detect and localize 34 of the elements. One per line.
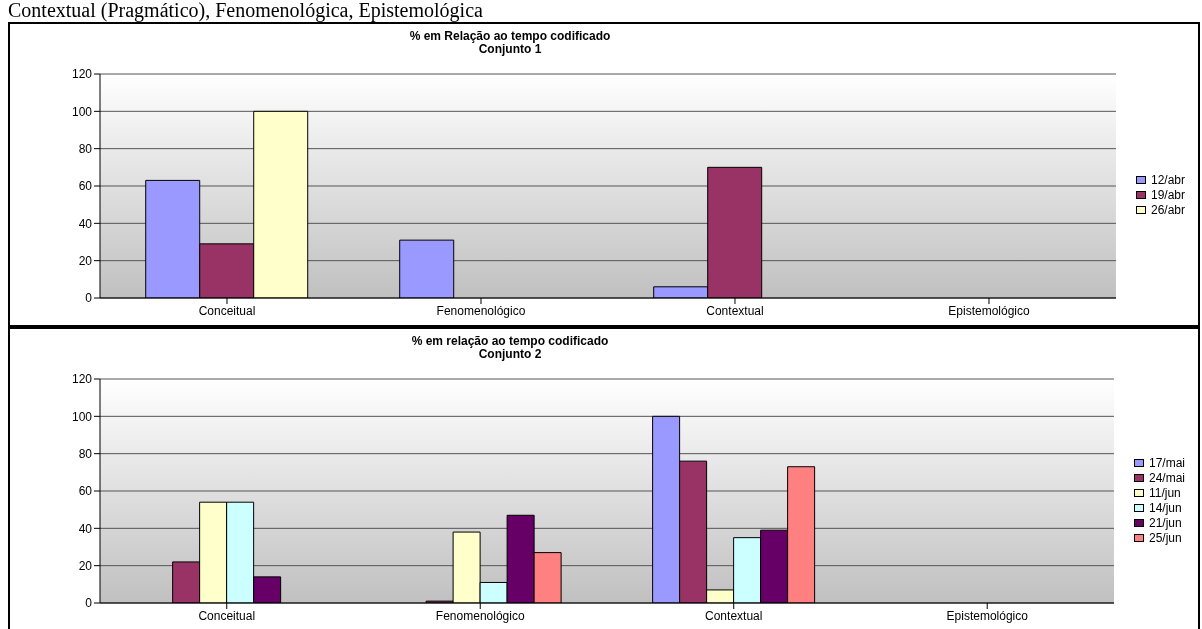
x-tick-label: Conceitual <box>198 303 256 318</box>
chart-title: % em Relação ao tempo codificado Conjunto 1 <box>408 29 612 56</box>
y-tick-label: 40 <box>78 216 93 231</box>
y-tick-label: 60 <box>78 484 93 499</box>
x-tick-label: Contextual <box>706 303 764 318</box>
legend-label: 19/abr <box>1150 188 1185 202</box>
legend-label: 17/mai <box>1148 455 1185 470</box>
x-tick-label: Epistemológico <box>948 303 1030 318</box>
chart-title: % em relação ao tempo codificado Conjunto 2 <box>410 334 610 361</box>
y-tick-label: 80 <box>78 446 93 461</box>
y-tick-label: 120 <box>71 67 93 82</box>
y-tick-label: 20 <box>78 253 93 268</box>
y-tick-label: 0 <box>85 291 93 306</box>
y-tick-label: 60 <box>78 179 93 194</box>
y-tick-label: 40 <box>78 521 93 536</box>
legend-label: 25/jun <box>1148 530 1182 545</box>
x-tick-label: Contextual <box>705 608 763 623</box>
legend-label: 12/abr <box>1150 173 1185 187</box>
text: Contextual (Pragmático), Fenomenológica, Epistemológica <box>8 0 484 22</box>
legend-label: 14/jun <box>1148 500 1182 515</box>
y-tick-label: 100 <box>71 409 93 424</box>
y-tick-label: 20 <box>78 558 93 573</box>
y-tick-label: 0 <box>85 596 93 611</box>
legend-label: 24/mai <box>1148 470 1185 485</box>
x-tick-label: Fenomenológico <box>435 608 525 623</box>
y-tick-label: 120 <box>71 372 93 387</box>
x-tick-label: Epistemológico <box>946 608 1029 623</box>
legend-label: 11/jun <box>1148 485 1181 500</box>
y-tick-label: 80 <box>78 141 93 156</box>
legend-label: 26/abr <box>1150 203 1185 217</box>
legend-label: 21/jun <box>1148 515 1182 530</box>
x-tick-label: Fenomenológico <box>436 303 526 318</box>
x-tick-label: Conceitual <box>198 608 256 623</box>
y-tick-label: 100 <box>71 104 93 119</box>
